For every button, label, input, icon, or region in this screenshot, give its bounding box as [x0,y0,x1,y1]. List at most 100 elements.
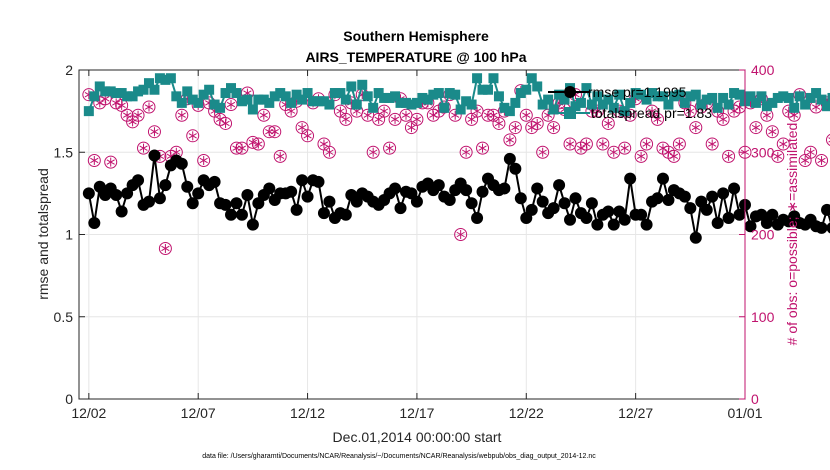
totalspread-point [477,84,488,95]
obs-count-point [689,121,703,135]
obs-count-point [388,112,402,126]
obs-count-point [87,153,101,167]
totalspread-point [570,101,581,112]
y-tick-label: 1 [65,227,73,243]
totalspread-point [275,88,286,99]
obs-count-point [563,137,577,151]
totalspread-point [236,96,247,107]
totalspread-point [400,97,411,108]
obs-count-point [454,228,468,241]
y-tick-label: 1.5 [54,144,74,160]
totalspread-point [187,94,198,105]
totalspread-point [718,92,729,103]
rmse-point [263,182,276,195]
y-tick-label: 0.5 [54,309,74,325]
totalspread-point [411,97,422,108]
rmse-point [826,222,830,234]
obs-count-point [175,108,189,122]
obs-count-point [383,141,397,155]
obs-count-point [410,112,424,126]
totalspread-point [83,106,94,117]
axes: 12/02 12/07 12/12 12/17 12/22 12/27 01/0100.51… [54,62,775,421]
obs-count-point [115,98,129,112]
totalspread-point [226,83,237,94]
rmse-point [175,157,188,170]
totalspread-point [756,91,767,102]
totalspread-point [772,92,783,103]
totalspread-point [390,91,401,102]
x-tick-label: 12/12 [290,405,325,421]
totalspread-point [493,91,504,102]
rmse-point [531,182,544,195]
totalspread-point [286,97,297,108]
obs-count-point [229,141,243,155]
rmse-point [460,184,473,197]
totalspread-point [384,92,395,103]
totalspread-point [231,88,242,99]
totalspread-point [461,96,472,107]
obs-count-point [481,108,495,122]
totalspread-point [406,99,417,110]
totalspread-point [827,92,830,103]
totalspread-point [351,99,362,110]
rmse-point [711,216,724,229]
rmse-point [591,218,604,231]
totalspread-point [483,84,494,95]
totalspread-point [625,97,636,108]
totalspread-point [171,91,182,102]
obs-count-point [235,141,249,155]
legend: rmse pr=1.1995 totalspread pr=1.83 [548,84,712,121]
obs-count-point [251,137,265,151]
totalspread-point [138,84,149,95]
rmse-point [700,203,713,216]
totalspread-point [685,91,696,102]
rmse-point [503,152,516,165]
obs-count-point [705,137,719,151]
totalspread-point [679,97,690,108]
obs-count-point [377,104,391,118]
totalspread-point [149,84,160,95]
x-axis-label: Dec.01,2014 00:00:00 start [333,429,502,445]
rmse-point [301,190,314,203]
totalspread-point [105,86,116,97]
obs-count-point [333,104,347,118]
totalspread-point [466,99,477,110]
obs-count-point [142,100,156,114]
totalspread-point [133,86,144,97]
totalspread-point [816,94,827,105]
rmse-point [744,220,757,233]
totalspread-point [822,101,830,112]
rmse-point [580,212,593,225]
obs-count-point [601,116,615,130]
totalspread-point [630,88,641,99]
obs-count-point [508,121,522,135]
totalspread-point [373,88,384,99]
rmse-point [635,208,648,221]
rmse-point [110,189,123,202]
obs-count-point [301,129,315,143]
totalspread-point [308,96,319,107]
y-tick-label-right: 0 [751,391,759,407]
rmse-point [410,195,423,208]
obs-count-point [618,141,632,155]
totalspread-point [581,83,592,94]
totalspread-point [417,92,428,103]
totalspread-point [805,92,816,103]
totalspread-point [745,91,756,102]
obs-count-point [257,108,271,122]
rmse-point [317,207,330,220]
obs-count-point [104,155,118,169]
totalspread-point [165,73,176,84]
totalspread-point [543,94,554,105]
rmse-point [766,208,779,221]
y-tick-label: 0 [65,391,73,407]
obs-count-point [798,153,812,167]
chart-title-line1: Southern Hemisphere [343,28,489,44]
footnote: data file: /Users/gharamti/Documents/NCA… [202,453,596,460]
totalspread-point [559,94,570,105]
totalspread-point [608,102,619,113]
totalspread-point [789,102,800,113]
rmse-point [323,195,336,208]
totalspread-point [723,99,734,110]
